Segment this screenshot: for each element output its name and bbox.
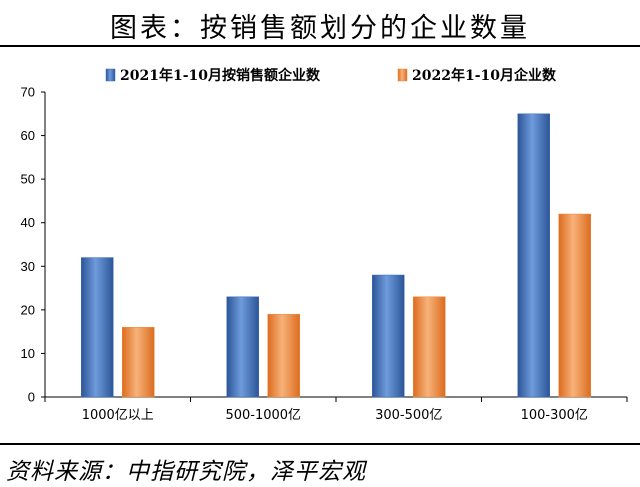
y-tick-label: 70 (21, 85, 35, 100)
y-tick-label: 50 (21, 172, 35, 187)
y-tick-label: 60 (21, 128, 35, 143)
chart-bars (81, 113, 591, 398)
y-tick-label: 30 (21, 259, 35, 274)
legend-label-1: 2021年1-10月按销售额企业数 (120, 67, 321, 84)
bar-series-1-0 (81, 257, 114, 398)
y-tick-label: 20 (21, 302, 35, 317)
chart-title: 图表：按销售额划分的企业数量 (110, 13, 530, 44)
bar-chart: 2021年1-10月按销售额企业数 2022年1-10月企业数 0 10 20 30 40… (21, 67, 628, 423)
bar-series-2-2 (413, 296, 446, 398)
chart-axes: 0 10 20 30 40 50 60 70 1000亿以上 500-1000亿 300-500亿 1… (21, 85, 628, 423)
legend-swatch-2 (397, 68, 408, 82)
chart-legend: 2021年1-10月按销售额企业数 2022年1-10月企业数 (105, 67, 557, 84)
y-tick-label: 40 (21, 215, 35, 230)
x-category-label: 1000亿以上 (82, 408, 154, 423)
bar-series-1-3 (517, 113, 550, 398)
x-category-label: 100-300亿 (521, 408, 588, 423)
bar-series-2-0 (122, 327, 155, 398)
source-note: 资料来源：中指研究院，泽平宏观 (6, 459, 366, 485)
legend-label-2: 2022年1-10月企业数 (412, 67, 557, 84)
bar-series-1-1 (226, 296, 259, 398)
bar-series-2-1 (267, 313, 300, 398)
bar-series-1-2 (372, 274, 405, 398)
x-category-label: 500-1000亿 (225, 408, 301, 423)
footer-divider (0, 443, 640, 445)
title-divider (0, 45, 640, 47)
x-category-label: 300-500亿 (375, 408, 442, 423)
bar-series-2-3 (558, 213, 591, 398)
y-tick-label: 10 (21, 346, 35, 361)
y-tick-label: 0 (28, 390, 35, 405)
legend-swatch-1 (105, 68, 116, 82)
